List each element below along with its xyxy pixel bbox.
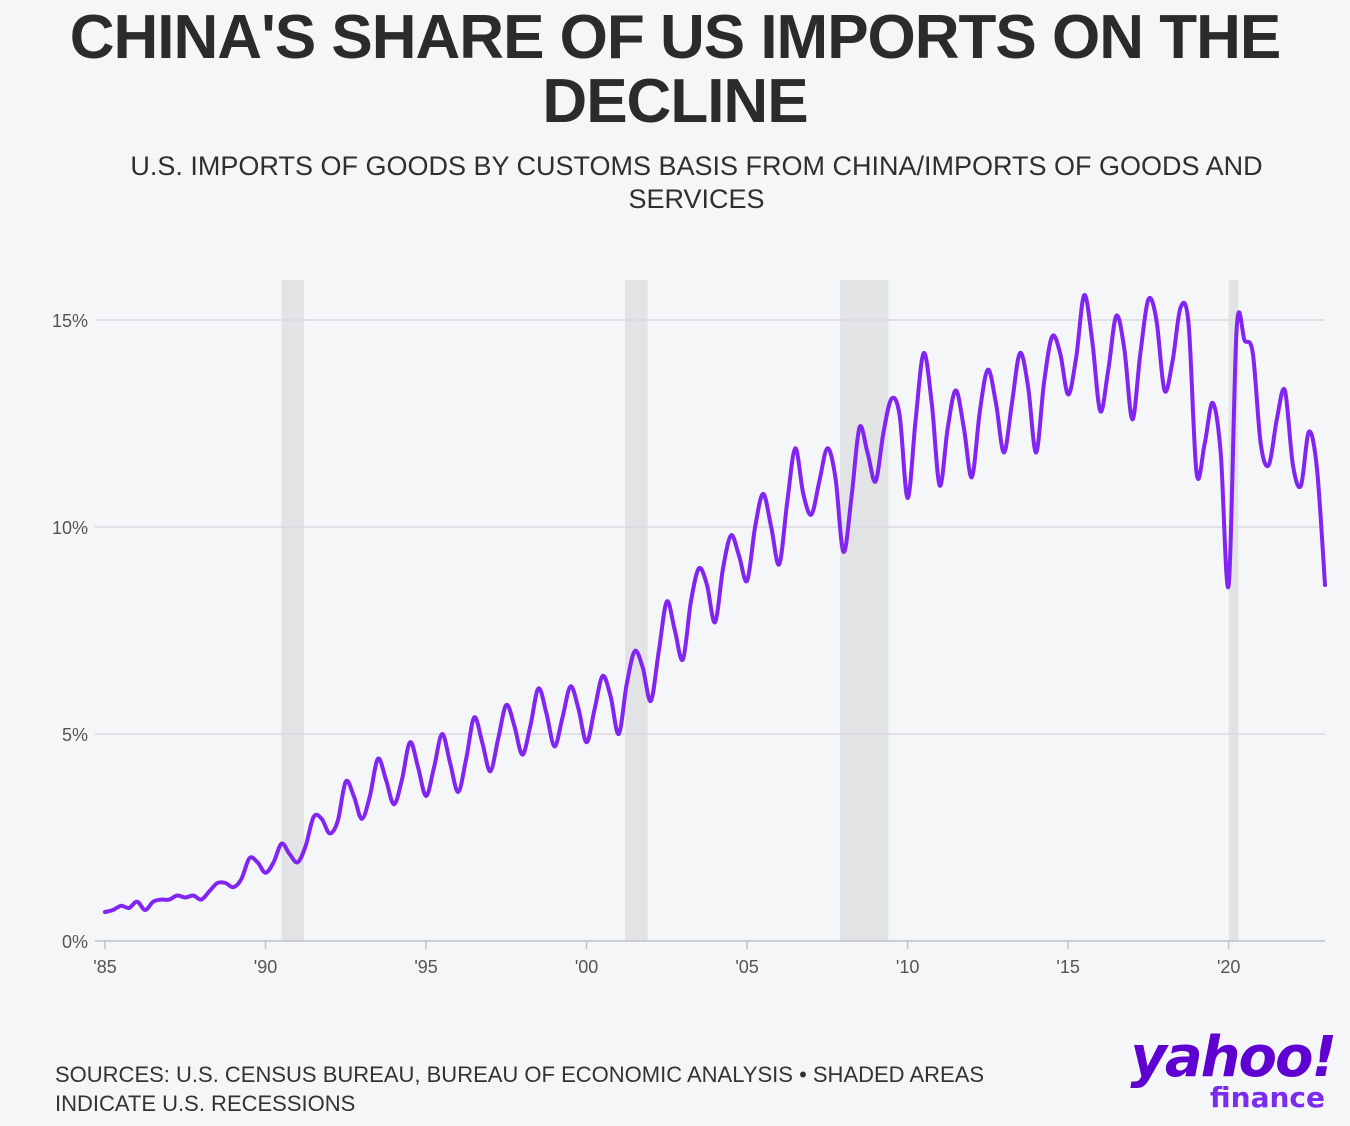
- yahoo-finance-logo: yahoo! finance: [1130, 1028, 1337, 1118]
- chart-title: CHINA'S SHARE OF US IMPORTS ON THE DECLI…: [69, 3, 1281, 136]
- recession-band: [1228, 280, 1239, 941]
- chart-subtitle: U.S. IMPORTS OF GOODS BY CUSTOMS BASIS F…: [130, 151, 1263, 214]
- logo-subword: finance: [1209, 1081, 1325, 1114]
- y-tick-label: 15%: [52, 311, 88, 331]
- series-line: [103, 293, 1327, 914]
- x-tick-label: '95: [414, 957, 437, 977]
- recession-band: [625, 280, 648, 941]
- recession-band: [281, 280, 305, 941]
- x-tick-label: '05: [735, 957, 758, 977]
- x-tick-label: '90: [254, 957, 277, 977]
- x-tick-label: '85: [93, 957, 116, 977]
- x-tick-label: '20: [1217, 957, 1240, 977]
- recession-band: [840, 280, 889, 941]
- source-note: SOURCES: U.S. CENSUS BUREAU, BUREAU OF E…: [55, 1062, 985, 1116]
- x-tick-label: '15: [1056, 957, 1079, 977]
- y-tick-label: 5%: [62, 725, 88, 745]
- logo-wordmark: yahoo!: [1130, 1025, 1337, 1090]
- y-tick-label: 10%: [52, 518, 88, 538]
- x-tick-label: '10: [896, 957, 919, 977]
- y-tick-label: 0%: [62, 932, 88, 952]
- x-tick-label: '00: [575, 957, 598, 977]
